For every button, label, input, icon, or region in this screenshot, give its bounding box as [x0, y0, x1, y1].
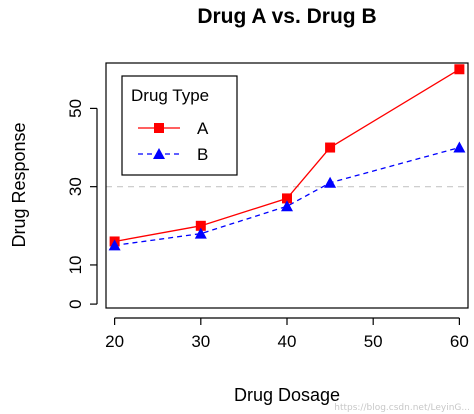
x-tick-label: 60 [450, 332, 469, 351]
legend: Drug Type AB [121, 75, 238, 176]
x-tick-label: 30 [191, 332, 210, 351]
legend-marker-b [153, 148, 165, 159]
y-tick-label: 50 [66, 99, 85, 118]
y-axis: 0 10 30 50 [66, 99, 98, 309]
y-tick-label: 0 [66, 299, 85, 308]
legend-title: Drug Type [131, 86, 209, 105]
series-line-b [114, 146, 460, 247]
x-tick-label: 50 [364, 332, 383, 351]
data-point-a [282, 193, 292, 204]
chart-title: Drug A vs. Drug B [197, 5, 376, 28]
y-axis-label: Drug Response [9, 122, 29, 247]
data-point-b [281, 200, 293, 212]
data-point-b [453, 141, 466, 153]
data-point-b [194, 227, 207, 239]
data-point-a [325, 142, 336, 153]
watermark: https://blog.csdn.net/LeyinG... [334, 403, 470, 413]
y-tick-label: 10 [66, 255, 85, 274]
legend-box [121, 75, 238, 176]
series-markers [108, 64, 466, 251]
data-point-a [454, 64, 465, 75]
x-axis: 20 30 40 50 60 [105, 317, 469, 351]
plot-frame [105, 62, 469, 309]
data-point-b [324, 176, 337, 188]
legend-label-a: A [197, 119, 209, 138]
x-tick-label: 20 [105, 332, 124, 351]
data-point-b [108, 239, 121, 251]
legend-entries: AB [138, 119, 209, 164]
legend-label-b: B [197, 145, 208, 164]
x-tick-label: 40 [278, 332, 297, 351]
legend-marker-a [154, 123, 164, 133]
data-point-a [195, 220, 206, 231]
x-axis-label: Drug Dosage [234, 385, 340, 405]
y-tick-label: 30 [66, 177, 85, 196]
